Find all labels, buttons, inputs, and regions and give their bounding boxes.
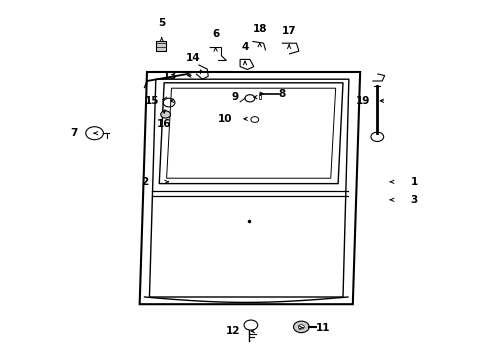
Text: 14: 14 (186, 53, 201, 63)
Text: 11: 11 (316, 323, 331, 333)
Text: 5: 5 (158, 18, 165, 28)
Text: 16: 16 (157, 119, 172, 129)
Text: 12: 12 (225, 326, 240, 336)
Bar (259, 95, 261, 99)
Circle shape (298, 325, 304, 329)
Text: 17: 17 (282, 26, 296, 36)
Text: 10: 10 (218, 114, 233, 124)
Text: 8: 8 (278, 89, 285, 99)
Text: 19: 19 (355, 96, 370, 106)
Circle shape (161, 111, 171, 118)
Text: 15: 15 (145, 96, 159, 106)
Bar (156, 41, 166, 51)
Polygon shape (159, 83, 343, 184)
Text: 6: 6 (212, 29, 219, 39)
Polygon shape (140, 72, 360, 304)
Circle shape (294, 321, 309, 333)
Text: 4: 4 (241, 42, 249, 52)
Text: 13: 13 (163, 71, 178, 81)
Polygon shape (149, 79, 349, 297)
Text: 2: 2 (141, 177, 148, 187)
Text: 3: 3 (411, 195, 417, 205)
Text: 1: 1 (411, 177, 417, 187)
Polygon shape (167, 88, 336, 178)
Text: 9: 9 (232, 92, 239, 102)
Text: 18: 18 (252, 24, 267, 34)
Text: 7: 7 (70, 128, 77, 138)
